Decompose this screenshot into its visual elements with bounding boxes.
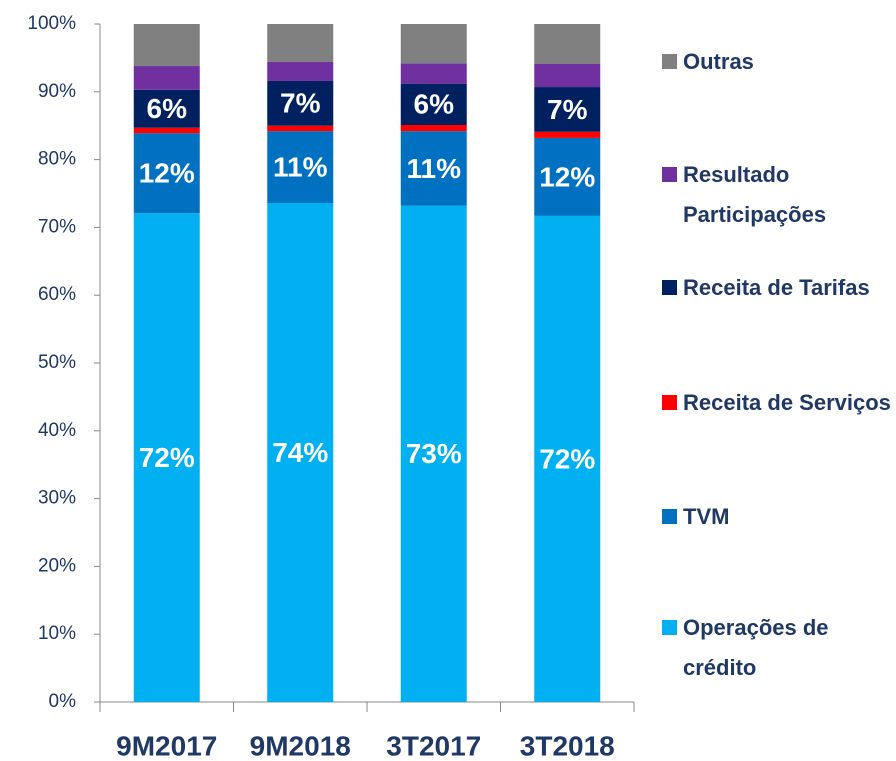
- y-tick-label: 60%: [38, 284, 76, 305]
- bar-segment: [267, 131, 334, 203]
- data-label: 72%: [539, 443, 595, 474]
- data-label: 12%: [139, 158, 195, 189]
- data-label: 73%: [406, 438, 462, 469]
- bar-segment: [133, 133, 200, 214]
- bar-segment: [400, 83, 467, 126]
- y-tick-label: 0%: [49, 691, 77, 712]
- bar-segment: [534, 64, 601, 88]
- bar-segment: [400, 125, 467, 132]
- bar-segment: [400, 24, 467, 64]
- y-tick-label: 80%: [38, 149, 76, 170]
- legend-swatch: [662, 395, 677, 410]
- legend-swatch: [662, 620, 677, 635]
- data-label: 6%: [414, 89, 455, 120]
- bar-segment: [267, 202, 334, 702]
- legend-label: Receita de Serviços: [683, 390, 891, 415]
- data-label: 11%: [273, 151, 328, 182]
- y-tick-label: 10%: [38, 623, 76, 644]
- bar-segment: [133, 24, 200, 67]
- legend-swatch: [662, 54, 677, 69]
- data-label: 74%: [272, 437, 328, 468]
- bar-segment: [267, 125, 334, 132]
- bar-segment: [133, 127, 200, 134]
- data-label: 12%: [539, 161, 595, 192]
- y-tick-label: 20%: [38, 555, 76, 576]
- y-tick-label: 100%: [27, 13, 76, 34]
- data-label: 7%: [280, 88, 321, 119]
- y-tick-label: 70%: [38, 216, 76, 237]
- bar-segment: [534, 215, 601, 702]
- bar-segment: [534, 24, 601, 65]
- data-label: 11%: [407, 153, 462, 184]
- legend-swatch: [662, 167, 677, 182]
- bar-segment: [133, 89, 200, 128]
- data-label: 6%: [147, 93, 188, 124]
- data-label: 72%: [139, 442, 195, 473]
- bar-segment: [267, 80, 334, 126]
- y-tick-label: 30%: [38, 488, 76, 509]
- legend-item: Receita de Serviços: [662, 383, 892, 423]
- legend-swatch: [662, 280, 677, 295]
- bar-segment: [267, 61, 334, 81]
- legend-item: TVM: [662, 497, 892, 537]
- y-tick-label: 50%: [38, 352, 76, 373]
- x-tick-label: 9M2017: [116, 730, 217, 761]
- x-tick-label: 9M2018: [250, 730, 351, 761]
- x-tick-label: 3T2017: [386, 730, 481, 761]
- bar-segment: [400, 63, 467, 84]
- bar-segment: [534, 137, 601, 216]
- legend-item: Operações de crédito: [662, 608, 892, 688]
- y-tick-label: 90%: [38, 81, 76, 102]
- bar-segment: [133, 66, 200, 90]
- bar-segment: [534, 87, 601, 132]
- data-label: 7%: [547, 94, 588, 125]
- legend-item: Resultado Participações: [662, 155, 892, 235]
- legend-label: Operações de crédito: [683, 615, 829, 680]
- bar-segment: [133, 213, 200, 703]
- legend-item: Receita de Tarifas: [662, 268, 892, 308]
- bar-segment: [400, 205, 467, 703]
- bar-segment: [400, 131, 467, 206]
- legend-label: Outras: [683, 49, 754, 74]
- bar-segment: [267, 24, 334, 62]
- legend-label: Receita de Tarifas: [683, 275, 870, 300]
- legend-item: Outras: [662, 42, 892, 82]
- y-tick-label: 40%: [38, 420, 76, 441]
- bar-segment: [534, 131, 601, 138]
- legend-label: TVM: [683, 504, 730, 529]
- legend-swatch: [662, 509, 677, 524]
- legend-label: Resultado Participações: [683, 162, 827, 227]
- x-tick-label: 3T2018: [520, 730, 615, 761]
